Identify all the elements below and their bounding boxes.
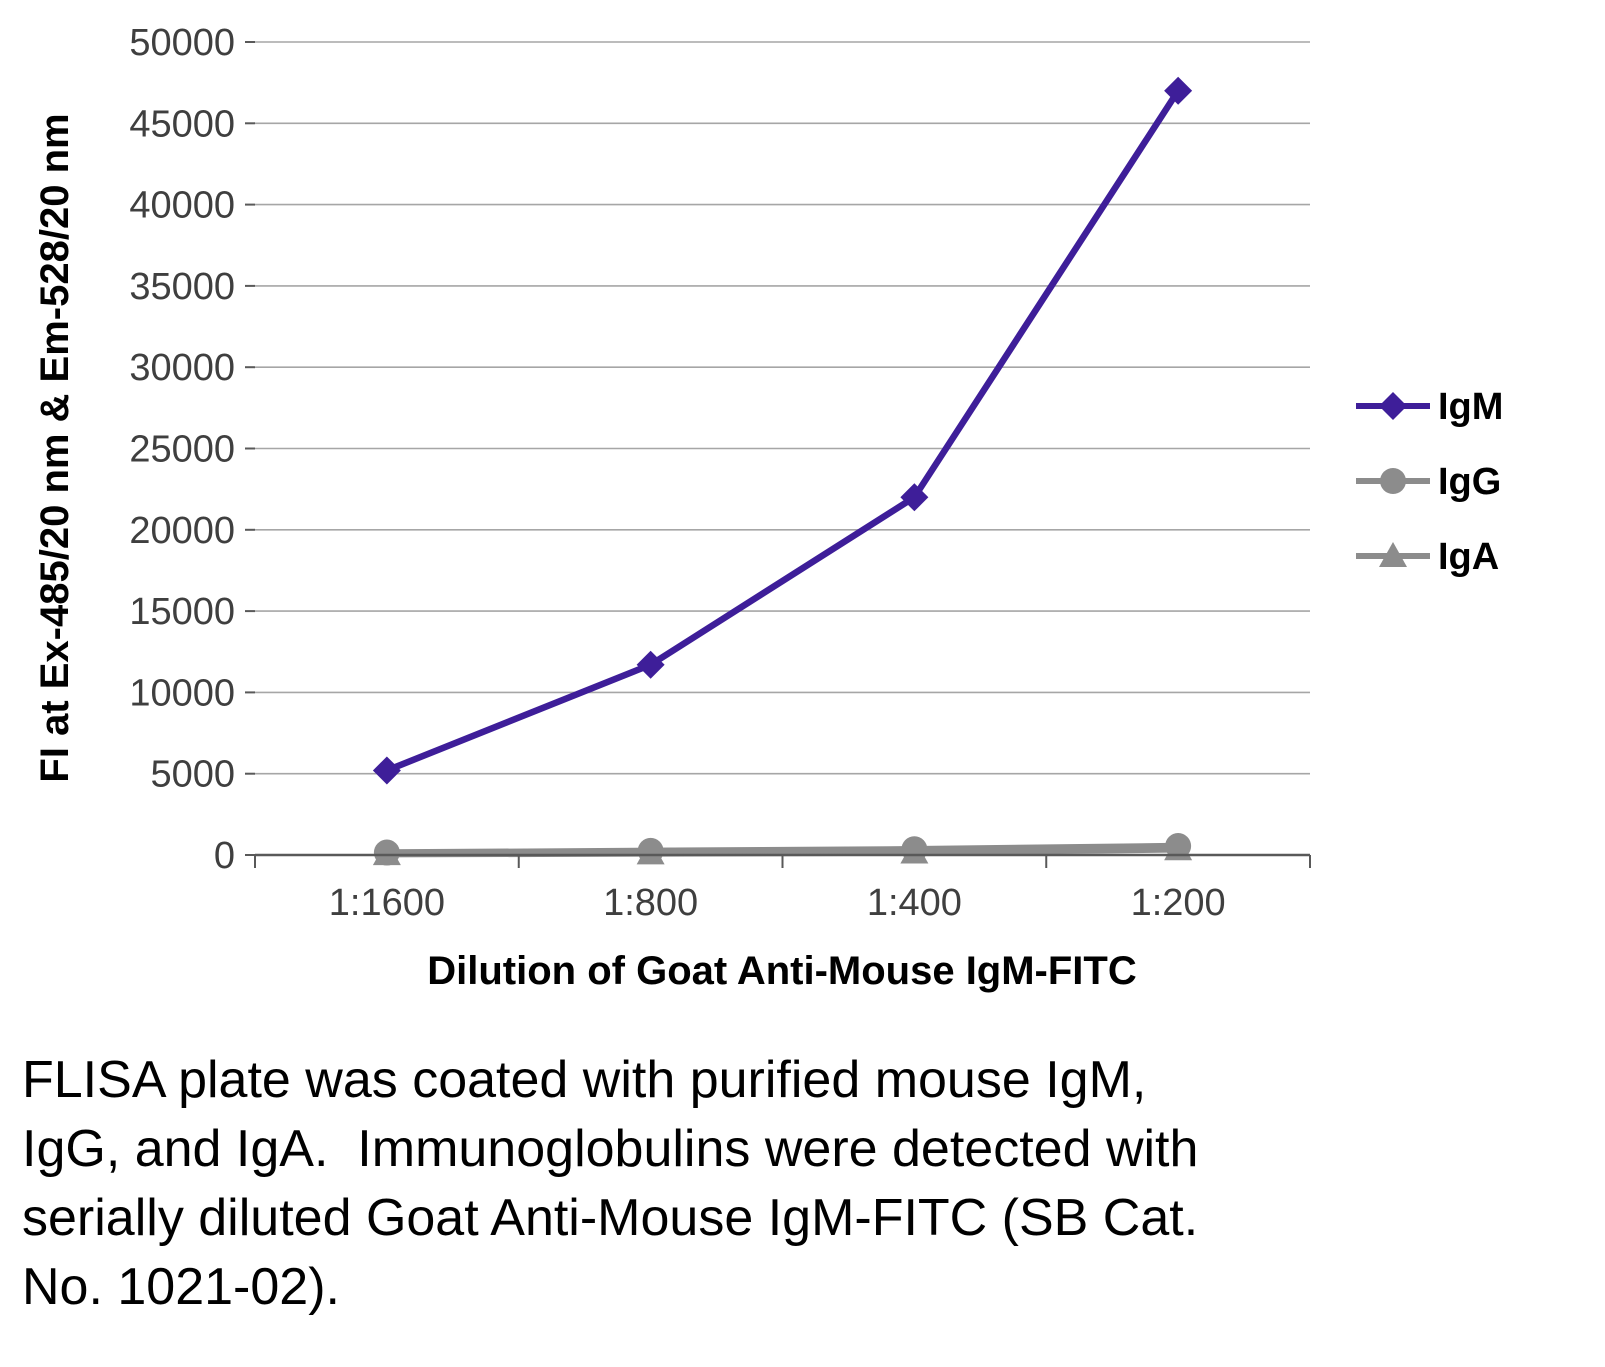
legend-item-IgA: IgA	[1356, 536, 1499, 578]
marker-triangle-icon	[1379, 542, 1407, 567]
x-tick-label: 1:1600	[329, 882, 445, 924]
chart-legend: IgM IgG IgA	[1356, 386, 1503, 578]
y-tick-label: 10000	[129, 672, 235, 714]
legend-item-IgM: IgM	[1356, 386, 1503, 428]
legend-label: IgM	[1438, 386, 1503, 428]
marker-diamond-icon	[900, 483, 929, 512]
marker-diamond-icon	[1379, 392, 1407, 420]
series-layer	[372, 76, 1193, 866]
marker-circle-icon	[373, 839, 400, 866]
figure-caption: FLISA plate was coated with purified mou…	[22, 1051, 1213, 1317]
marker-diamond-icon	[636, 650, 665, 679]
marker-circle-icon	[637, 837, 664, 864]
marker-circle-icon	[1165, 833, 1192, 860]
x-tick-label: 1:200	[1131, 882, 1226, 924]
y-tick-label: 35000	[129, 266, 235, 308]
marker-circle-icon	[901, 836, 928, 863]
x-tick-label: 1:800	[603, 882, 698, 924]
y-axis-title: FI at Ex-485/20 nm & Em-528/20 nm	[33, 113, 77, 782]
y-tick-label: 30000	[129, 347, 235, 389]
marker-circle-icon	[1380, 468, 1406, 494]
legend-label: IgG	[1438, 461, 1501, 503]
y-tick-label: 5000	[150, 754, 235, 796]
marker-diamond-icon	[372, 756, 401, 785]
y-tick-label: 45000	[129, 103, 235, 145]
y-tick-label: 15000	[129, 591, 235, 633]
y-tick-label: 0	[214, 835, 235, 877]
marker-diamond-icon	[1164, 76, 1193, 105]
line-chart: 0 5000 10000 15000 20000 25000 30000 35000 40000…	[33, 22, 1503, 993]
legend-item-IgG: IgG	[1356, 461, 1501, 503]
legend-label: IgA	[1438, 536, 1499, 578]
series-line-IgM	[383, 87, 1182, 774]
y-tick-label: 20000	[129, 510, 235, 552]
grid-layer	[255, 41, 1310, 775]
x-tick-label: 1:400	[867, 882, 962, 924]
x-axis-title: Dilution of Goat Anti-Mouse IgM-FITC	[427, 949, 1137, 993]
axis-layer: 0 5000 10000 15000 20000 25000 30000 35000 40000…	[129, 22, 1311, 924]
series-line-IgG	[383, 842, 1182, 856]
y-tick-label: 50000	[129, 22, 235, 64]
y-tick-label: 40000	[129, 185, 235, 227]
y-tick-label: 25000	[129, 429, 235, 471]
flisa-chart-figure: 0 5000 10000 15000 20000 25000 30000 35000 40000…	[33, 22, 1503, 993]
